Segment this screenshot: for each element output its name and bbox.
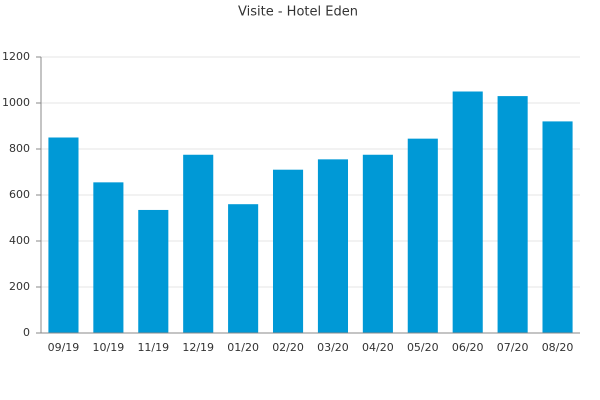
bar: [93, 182, 124, 333]
x-tick-label: 12/19: [182, 341, 214, 354]
x-tick-label: 03/20: [317, 341, 349, 354]
bar: [138, 209, 169, 333]
x-tick-label: 04/20: [362, 341, 394, 354]
x-tick-label: 02/20: [272, 341, 304, 354]
bar: [183, 154, 214, 333]
bar: [407, 138, 438, 333]
x-tick-label: 06/20: [452, 341, 484, 354]
bar: [272, 169, 304, 333]
bar: [452, 91, 483, 333]
x-tick-label: 11/19: [137, 341, 169, 354]
chart-title: Visite - Hotel Eden: [238, 5, 358, 20]
bar: [48, 137, 79, 333]
bar: [497, 96, 528, 333]
bar: [228, 204, 259, 333]
y-tick-label: 0: [23, 326, 30, 339]
y-tick-label: 1000: [2, 96, 30, 109]
y-tick-label: 1200: [2, 50, 30, 63]
y-tick-label: 400: [9, 234, 30, 247]
x-tick-label: 09/19: [48, 341, 80, 354]
x-tick-label: 08/20: [542, 341, 574, 354]
bar: [542, 121, 573, 334]
y-tick-label: 600: [9, 188, 30, 201]
y-tick-label: 200: [9, 280, 30, 293]
bar: [317, 159, 349, 333]
x-tick-label: 05/20: [407, 341, 439, 354]
bar: [362, 154, 393, 333]
x-tick-label: 10/19: [93, 341, 125, 354]
x-tick-label: 01/20: [227, 341, 259, 354]
y-tick-label: 800: [9, 142, 30, 155]
x-tick-label: 07/20: [497, 341, 529, 354]
